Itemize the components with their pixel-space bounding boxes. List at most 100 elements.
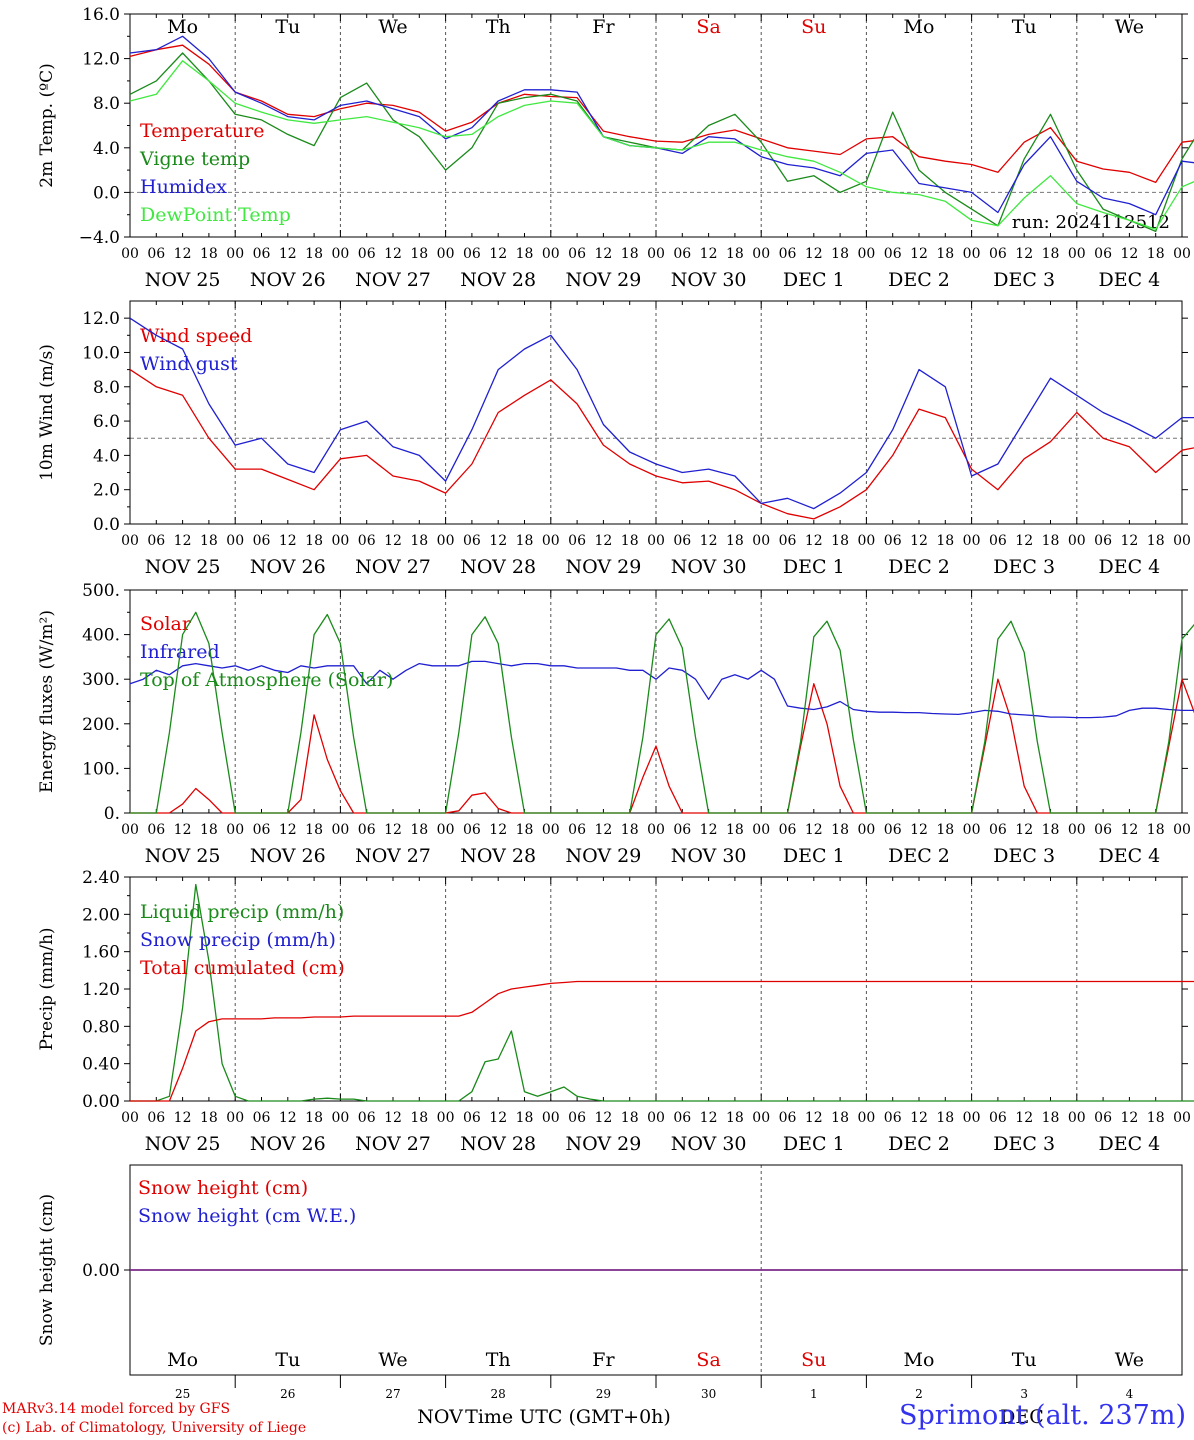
x-hour-label: 00 [331, 822, 349, 838]
x-hour-label: 12 [700, 1110, 718, 1126]
x-date-label: DEC 2 [888, 556, 950, 578]
x-hour-label: 06 [463, 822, 481, 838]
legend-entry: Vigne temp [139, 148, 250, 170]
y-tick-label: 1.20 [82, 980, 120, 1000]
x-hour-label: 00 [857, 246, 875, 262]
x-hour-label: 06 [673, 246, 691, 262]
x-date-label: NOV 29 [565, 845, 641, 867]
x-date-label: DEC 4 [1099, 556, 1161, 578]
series-line-solar [130, 678, 1194, 814]
legend-entry: Humidex [140, 176, 227, 198]
x-hour-label: 12 [174, 1110, 192, 1126]
x-hour-label: 12 [1120, 246, 1138, 262]
x-hour-label: 18 [1147, 246, 1165, 262]
series-line-humidex [129, 35, 1194, 216]
x-hour-label: 12 [279, 533, 297, 549]
x-hour-label: 18 [621, 822, 639, 838]
x-hour-label: 06 [989, 822, 1007, 838]
x-hour-label: 00 [437, 1110, 455, 1126]
legend-entry: Liquid precip (mm/h) [140, 901, 344, 923]
x-hour-label: 18 [200, 246, 218, 262]
x-hour-label: 00 [647, 533, 665, 549]
x-date-label: NOV 25 [145, 556, 221, 578]
weekday-label: Mo [904, 1349, 935, 1371]
x-hour-label: 12 [700, 533, 718, 549]
weekday-label: Tu [275, 1349, 300, 1371]
x-hour-label: 00 [1173, 533, 1191, 549]
x-hour-label: 06 [147, 1110, 165, 1126]
y-axis-label: 10m Wind (m/s) [37, 344, 57, 481]
x-hour-label: 00 [121, 1110, 139, 1126]
x-hour-label: 18 [1147, 1110, 1165, 1126]
y-tick-label: 500. [82, 581, 120, 601]
x-hour-label: 06 [1094, 246, 1112, 262]
x-hour-label: 12 [594, 533, 612, 549]
x-hour-label: 06 [779, 1110, 797, 1126]
x-hour-label: 12 [279, 246, 297, 262]
x-hour-label: 18 [621, 246, 639, 262]
x-hour-label: 06 [253, 822, 271, 838]
x-date-label: NOV 25 [145, 845, 221, 867]
x-hour-label: 12 [1120, 1110, 1138, 1126]
x-date-label: NOV 29 [565, 556, 641, 578]
x-date-label: NOV 26 [250, 556, 326, 578]
x-hour-label: 18 [200, 1110, 218, 1126]
weekday-label: Sa [696, 16, 720, 38]
x-hour-label: 06 [358, 246, 376, 262]
series-line-infrared [129, 660, 1194, 719]
weekday-label: Mo [167, 1349, 198, 1371]
x-hour-label: 06 [147, 246, 165, 262]
x-hour-label: 00 [121, 533, 139, 549]
legend-entry: DewPoint Temp [140, 204, 291, 226]
x-hour-label: 12 [174, 822, 192, 838]
series-line-top-of-atmosphere-solar- [130, 611, 1194, 814]
x-hour-label: 00 [963, 246, 981, 262]
x-hour-label: 18 [936, 1110, 954, 1126]
x-hour-label: 06 [463, 1110, 481, 1126]
x-hour-label: 00 [121, 246, 139, 262]
x-hour-label: 06 [147, 533, 165, 549]
x-hour-label: 00 [752, 533, 770, 549]
x-hour-label: 06 [253, 246, 271, 262]
y-tick-label: 100. [82, 759, 120, 779]
x-date-label: NOV 30 [671, 845, 747, 867]
run-annotation: run: 2024112512 [1012, 212, 1170, 233]
y-tick-label: −4.0 [79, 228, 120, 248]
x-hour-label: 00 [963, 822, 981, 838]
x-hour-label: 12 [384, 1110, 402, 1126]
x-hour-label: 18 [726, 533, 744, 549]
x-hour-label: 12 [805, 246, 823, 262]
y-tick-label: 10.0 [82, 343, 120, 363]
x-hour-label: 00 [331, 533, 349, 549]
weekday-label: Fr [592, 1349, 615, 1371]
x-hour-label: 00 [121, 822, 139, 838]
weekday-label: We [1115, 16, 1144, 38]
x-hour-label: 00 [1173, 246, 1191, 262]
x-date-label: DEC 2 [888, 269, 950, 291]
y-tick-label: 4.0 [93, 446, 120, 466]
x-hour-label: 18 [936, 822, 954, 838]
x-hour-label: 00 [226, 1110, 244, 1126]
x-date-label: NOV 27 [355, 1133, 431, 1155]
x-hour-label: 06 [884, 1110, 902, 1126]
x-hour-label: 06 [568, 246, 586, 262]
x-hour-label: 00 [437, 822, 455, 838]
weekday-label: Mo [904, 16, 935, 38]
weekday-label: Su [801, 16, 826, 38]
x-hour-label: 12 [910, 246, 928, 262]
x-hour-label: 18 [410, 533, 428, 549]
weekday-label: Sa [696, 1349, 720, 1371]
y-tick-label: 2.0 [93, 481, 120, 501]
x-hour-label: 18 [305, 1110, 323, 1126]
x-hour-label: 06 [1094, 1110, 1112, 1126]
y-tick-label: 6.0 [93, 412, 120, 432]
x-hour-label: 06 [884, 822, 902, 838]
x-hour-label: 18 [1147, 533, 1165, 549]
x-hour-label: 00 [331, 1110, 349, 1126]
x-date-label: NOV 30 [671, 1133, 747, 1155]
x-date-label: DEC 4 [1099, 1133, 1161, 1155]
x-date-label: NOV 27 [355, 269, 431, 291]
series-line-dewpoint-temp [129, 60, 1194, 230]
legend-entry: Temperature [140, 120, 264, 142]
